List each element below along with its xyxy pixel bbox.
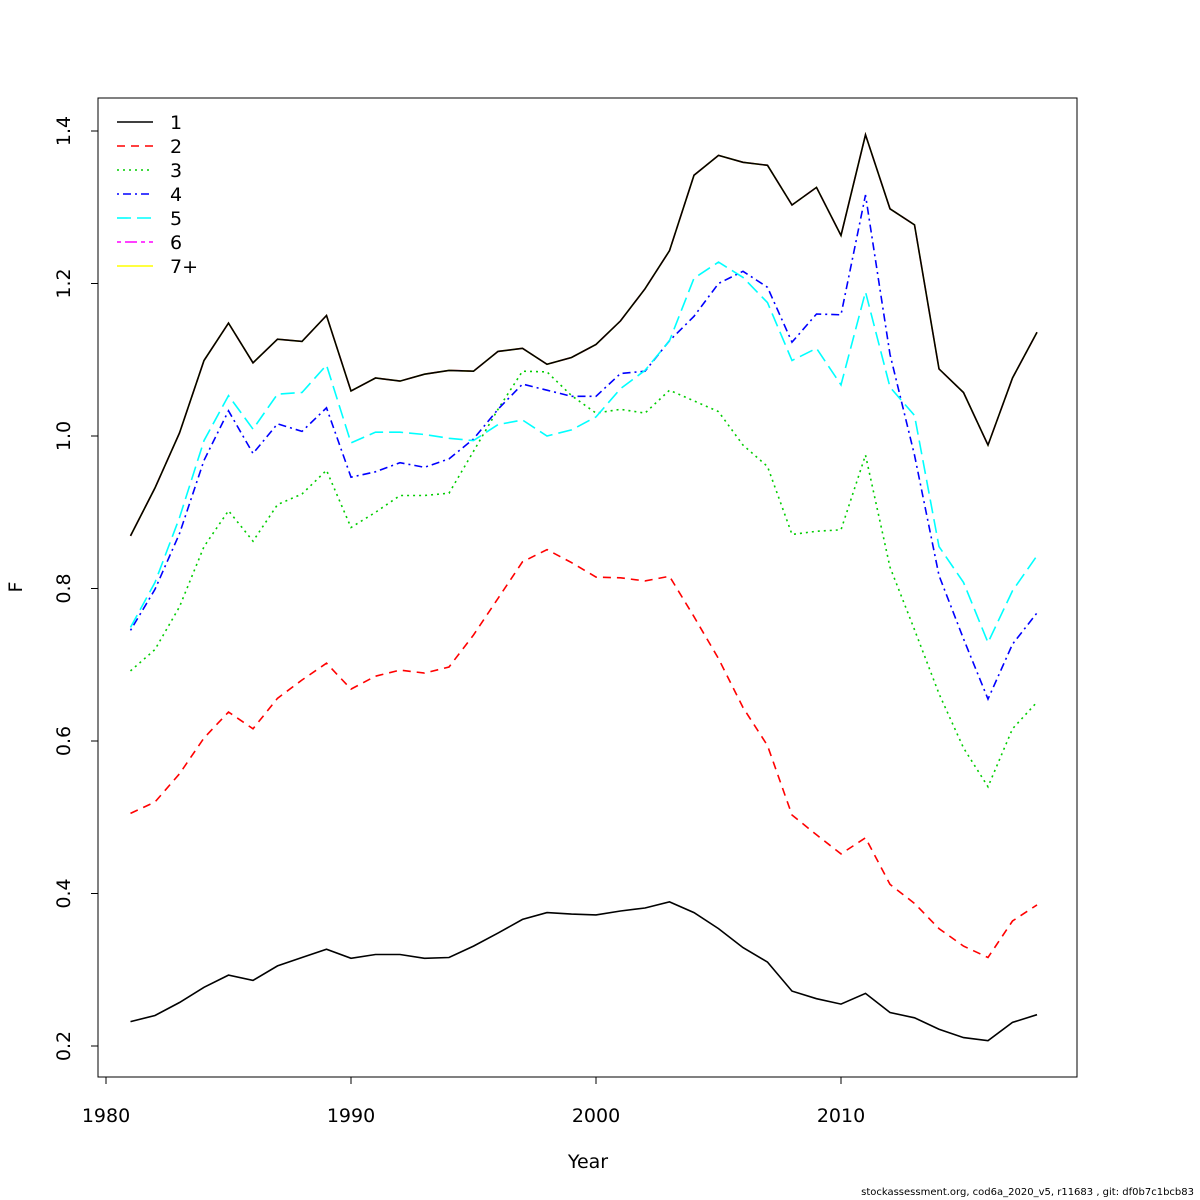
series-line-overlay [129, 131, 1038, 537]
series-line-2 [130, 548, 1038, 959]
series-line-7plus [129, 131, 1038, 537]
y-tick-label: 0.6 [53, 726, 75, 756]
y-axis-title: F [5, 582, 27, 593]
y-tick-label: 0.8 [53, 573, 75, 603]
x-tick-label: 1990 [327, 1105, 375, 1127]
x-axis: 1980 1990 2000 2010 [82, 1076, 865, 1127]
legend-label: 3 [170, 160, 182, 182]
series-line-1 [130, 901, 1038, 1042]
series-line-4 [129, 194, 1038, 702]
series-line-5 [129, 261, 1038, 645]
y-tick-label: 0.2 [53, 1031, 75, 1061]
y-tick-label: 1.4 [53, 116, 75, 146]
y-tick-label: 1.2 [53, 268, 75, 298]
x-tick-label: 2000 [572, 1105, 620, 1127]
plot-frame [97, 97, 1078, 1078]
x-tick-label: 1980 [82, 1105, 130, 1127]
footer-note: stockassessment.org, cod6a_2020_v5, r116… [861, 1187, 1194, 1198]
legend-label: 6 [170, 232, 182, 254]
legend-label: 4 [170, 184, 182, 206]
series-line-6 [129, 131, 1038, 537]
x-axis-title: Year [567, 1151, 608, 1173]
y-axis: 0.2 0.4 0.6 0.8 1.0 1.2 1.4 [53, 116, 99, 1061]
legend-label: 1 [170, 112, 182, 134]
legend-label: 7+ [170, 256, 198, 278]
legend-label: 2 [170, 136, 182, 158]
legend-label: 5 [170, 208, 182, 230]
series-layer [129, 131, 1038, 1042]
series-line-3 [129, 370, 1038, 789]
y-tick-label: 1.0 [53, 421, 75, 451]
x-tick-label: 2010 [817, 1105, 865, 1127]
y-tick-label: 0.4 [53, 878, 75, 908]
